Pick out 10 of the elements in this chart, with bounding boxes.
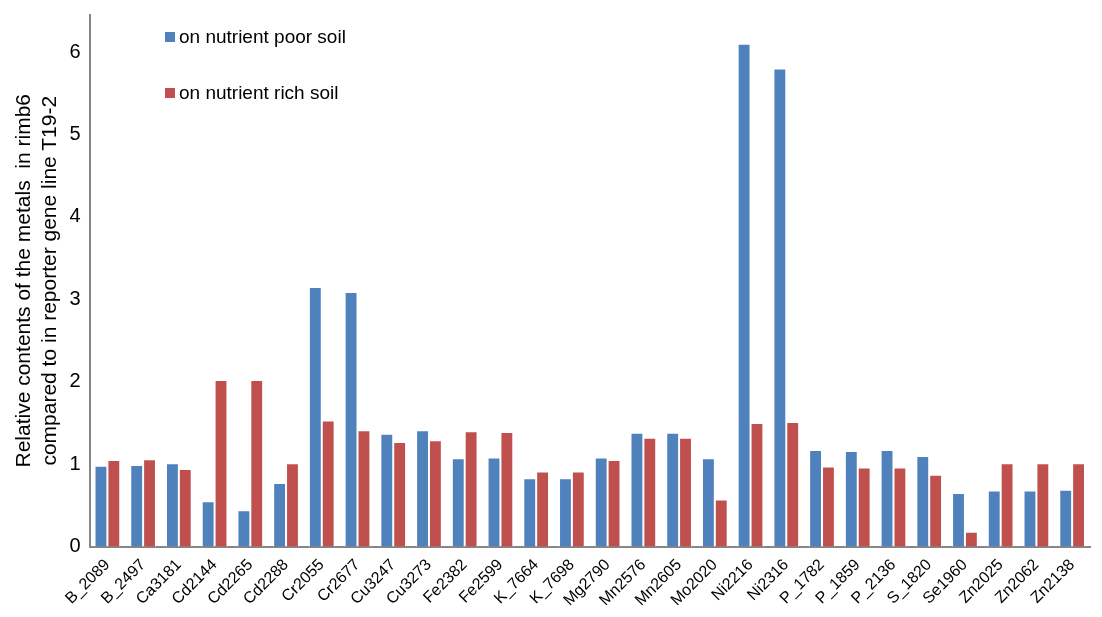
y-tick-label: 3 <box>69 286 81 309</box>
y-axis-title: Relative contents of the metals in rimb6 compared to in reporter gene line T19-2 <box>11 94 60 468</box>
y-tick-label: 2 <box>69 369 81 392</box>
y-tick-label: 6 <box>69 39 81 62</box>
y-tick-label: 5 <box>69 122 81 145</box>
y-tick-label: 1 <box>69 451 81 474</box>
legend-label: on nutrient rich soil <box>179 82 339 104</box>
y-tick-label: 0 <box>69 534 81 557</box>
legend-label: on nutrient poor soil <box>179 26 346 48</box>
y-tick-label: 4 <box>69 204 81 227</box>
